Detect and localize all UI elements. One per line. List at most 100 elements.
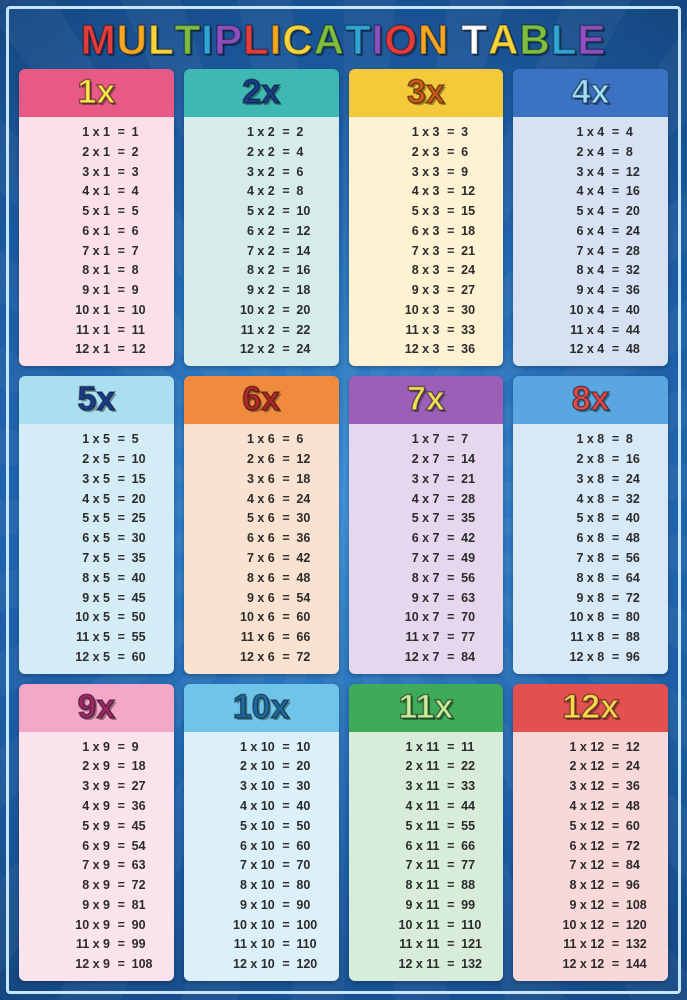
row-lhs: 12 x 5 [27,650,113,666]
row-lhs: 5 x 12 [521,819,607,835]
row-lhs: 12 x 8 [521,650,607,666]
row-eq: = [607,650,624,666]
row-lhs: 7 x 12 [521,858,607,874]
row-rhs: 12 [624,165,660,181]
row-rhs: 7 [130,244,166,260]
table-header: 4x [513,69,668,117]
row-eq: = [607,839,624,855]
row-eq: = [607,323,624,339]
table-row: 1 x 12=12 [519,740,662,756]
table-row: 4 x 11=44 [355,799,498,815]
row-eq: = [278,224,295,240]
row-lhs: 12 x 11 [357,957,443,973]
row-rhs: 60 [294,610,330,626]
table-row: 7 x 6=42 [190,551,333,567]
row-rhs: 40 [294,799,330,815]
row-rhs: 6 [294,165,330,181]
row-lhs: 4 x 6 [192,492,278,508]
row-rhs: 132 [459,957,495,973]
table-row: 10 x 10=100 [190,918,333,934]
row-lhs: 4 x 8 [521,492,607,508]
row-lhs: 12 x 10 [192,957,278,973]
row-eq: = [278,799,295,815]
row-eq: = [443,630,460,646]
row-rhs: 70 [294,858,330,874]
table-card-3: 3x1 x 3=32 x 3=63 x 3=94 x 3=125 x 3=156… [349,69,504,366]
row-eq: = [278,740,295,756]
row-lhs: 10 x 2 [192,303,278,319]
row-rhs: 99 [459,898,495,914]
table-row: 8 x 5=40 [25,571,168,587]
table-row: 12 x 3=36 [355,342,498,358]
row-lhs: 5 x 1 [27,204,113,220]
table-card-4: 4x1 x 4=42 x 4=83 x 4=124 x 4=165 x 4=20… [513,69,668,366]
table-row: 1 x 2=2 [190,125,333,141]
row-lhs: 7 x 6 [192,551,278,567]
table-row: 5 x 7=35 [355,511,498,527]
table-row: 5 x 2=10 [190,204,333,220]
row-eq: = [443,819,460,835]
row-rhs: 16 [624,184,660,200]
table-header: 8x [513,376,668,424]
row-eq: = [443,740,460,756]
table-row: 3 x 12=36 [519,779,662,795]
row-rhs: 80 [624,610,660,626]
row-rhs: 30 [130,531,166,547]
table-row: 1 x 4=4 [519,125,662,141]
row-rhs: 54 [294,591,330,607]
row-lhs: 7 x 8 [521,551,607,567]
row-rhs: 99 [130,937,166,953]
row-rhs: 24 [624,759,660,775]
table-row: 8 x 10=80 [190,878,333,894]
row-rhs: 9 [130,283,166,299]
row-eq: = [278,283,295,299]
row-rhs: 16 [294,263,330,279]
row-lhs: 5 x 4 [521,204,607,220]
row-lhs: 6 x 8 [521,531,607,547]
table-card-11: 11x1 x 11=112 x 11=223 x 11=334 x 11=445… [349,684,504,981]
table-row: 4 x 5=20 [25,492,168,508]
row-lhs: 11 x 2 [192,323,278,339]
row-lhs: 3 x 12 [521,779,607,795]
table-row: 8 x 6=48 [190,571,333,587]
row-eq: = [113,799,130,815]
row-eq: = [607,432,624,448]
table-card-5: 5x1 x 5=52 x 5=103 x 5=154 x 5=205 x 5=2… [19,376,174,673]
row-rhs: 5 [130,204,166,220]
row-lhs: 2 x 5 [27,452,113,468]
row-lhs: 11 x 1 [27,323,113,339]
row-eq: = [607,303,624,319]
row-lhs: 8 x 8 [521,571,607,587]
row-lhs: 4 x 3 [357,184,443,200]
row-rhs: 36 [624,779,660,795]
table-row: 4 x 9=36 [25,799,168,815]
row-eq: = [113,759,130,775]
row-rhs: 18 [459,224,495,240]
row-rhs: 27 [459,283,495,299]
row-rhs: 88 [459,878,495,894]
table-row: 7 x 11=77 [355,858,498,874]
table-row: 11 x 6=66 [190,630,333,646]
row-lhs: 5 x 3 [357,204,443,220]
title-letter: B [519,19,550,61]
row-lhs: 9 x 12 [521,898,607,914]
table-row: 11 x 8=88 [519,630,662,646]
row-lhs: 2 x 8 [521,452,607,468]
row-rhs: 1 [130,125,166,141]
row-lhs: 3 x 6 [192,472,278,488]
row-lhs: 6 x 6 [192,531,278,547]
row-eq: = [113,511,130,527]
row-eq: = [443,591,460,607]
row-lhs: 6 x 10 [192,839,278,855]
row-rhs: 10 [294,740,330,756]
table-row: 1 x 6=6 [190,432,333,448]
row-rhs: 144 [624,957,660,973]
table-row: 10 x 9=90 [25,918,168,934]
table-row: 5 x 12=60 [519,819,662,835]
title-letter: A [488,19,519,61]
table-row: 3 x 1=3 [25,165,168,181]
row-lhs: 5 x 9 [27,819,113,835]
table-row: 2 x 11=22 [355,759,498,775]
row-eq: = [113,551,130,567]
row-rhs: 77 [459,630,495,646]
